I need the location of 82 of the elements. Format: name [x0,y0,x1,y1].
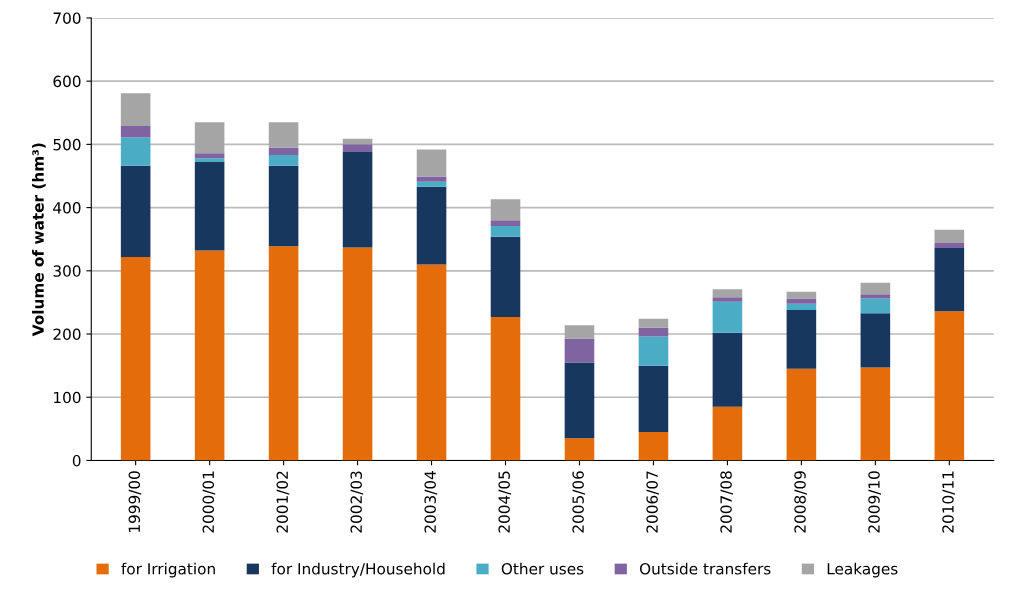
bar [638,432,669,461]
x-tick-label: 2003/04 [424,471,438,533]
bar [194,153,225,159]
legend-label: Other uses [501,562,584,575]
bar [490,199,521,221]
bar [712,289,743,298]
bar [416,176,447,182]
x-tick-label: 1999/00 [128,471,142,532]
x-tick-label: 2008/09 [794,471,808,533]
legend-label: Leakages [827,562,898,578]
y-tick-label: 500 [53,138,81,151]
bar [712,332,743,407]
bar [564,325,595,339]
bar [120,137,151,166]
bar [416,149,447,177]
bar [268,155,299,166]
bar [638,336,669,366]
bar [268,122,299,148]
bar [564,338,595,363]
y-tick-label: 600 [53,75,81,88]
bar [564,438,595,461]
x-tick-label: 2001/02 [276,471,290,533]
bar [194,162,225,251]
bar [860,313,891,368]
bar [342,144,373,152]
bar [786,291,817,299]
bar [490,225,521,237]
bar [712,301,743,333]
x-tick-label: 2004/05 [498,471,512,533]
bar [564,362,595,439]
bar [416,264,447,461]
bar [712,406,743,461]
bar [120,126,151,138]
y-tick-label: 300 [53,265,81,277]
x-tick-label: 2006/07 [646,471,660,533]
bar [268,147,299,156]
y-axis-title: Volume of water (hm³) [32,143,46,337]
bar [490,236,521,317]
bar [712,297,743,302]
bar [860,367,891,461]
bar [934,229,965,243]
bar [934,242,965,249]
y-tick-label: 0 [72,454,81,467]
x-tick-label: 2009/10 [868,471,881,533]
y-tick-label: 200 [53,328,81,341]
bar [416,186,447,265]
bar [860,282,891,295]
bar [638,318,669,328]
bar [120,165,151,257]
x-tick-label: 2000/01 [202,471,216,533]
bar [194,122,225,154]
x-tick-label: 2002/03 [350,471,364,533]
bar [638,365,669,433]
y-tick-label: 400 [53,202,81,214]
bar [638,327,669,337]
legend-label: Outside transfers [639,562,771,575]
y-tick-label: 100 [54,391,81,404]
bar [860,298,891,314]
bar [268,165,299,247]
bar [120,256,151,461]
legend-label: for Industry/Household [271,562,445,578]
bar [268,246,299,461]
bar [934,248,965,312]
bar [786,310,817,369]
bar [120,93,151,127]
y-tick-label: 700 [53,12,81,24]
bar [490,220,521,226]
bar [342,151,373,248]
bar [194,158,225,163]
x-tick-label: 2010/11 [942,471,955,533]
x-tick-label: 2005/06 [572,471,586,533]
bar [786,303,817,310]
x-tick-label: 2007/08 [720,471,734,533]
bar [934,311,965,461]
bar [416,181,447,187]
bar [194,250,225,461]
bar [490,316,521,461]
bar [786,368,817,461]
bar [342,247,373,461]
legend-label: for Irrigation [121,562,215,578]
bar [786,298,817,304]
bar [860,294,891,299]
